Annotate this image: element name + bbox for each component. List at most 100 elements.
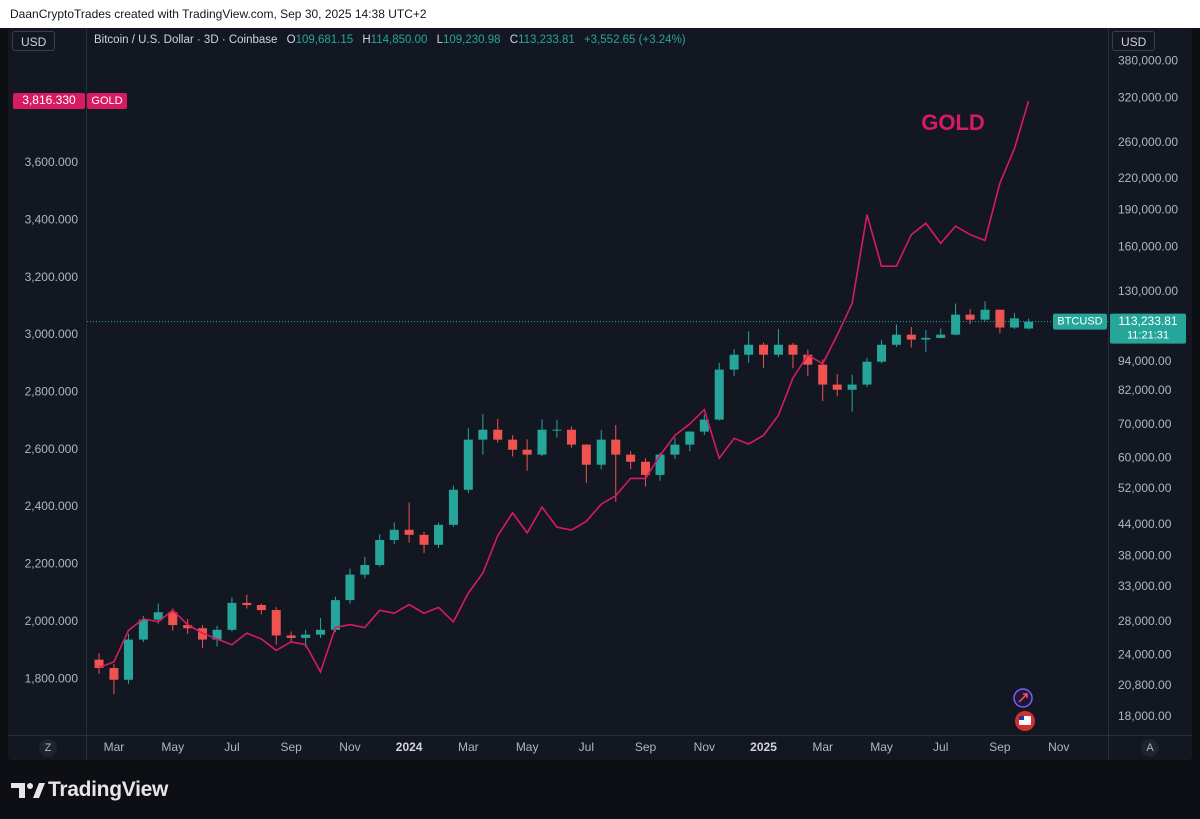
- candle-body: [818, 364, 828, 385]
- x-tick-label: Nov: [694, 740, 715, 754]
- y-tick-label: 3,000.000: [25, 327, 79, 341]
- candle-body: [463, 439, 473, 490]
- candle-body: [168, 612, 178, 626]
- x-tick-label: 2024: [396, 740, 423, 754]
- candle-body: [493, 429, 503, 440]
- last-price-label: 113,233.81: [1118, 314, 1177, 328]
- legend-key: H: [362, 34, 371, 46]
- candle-body: [699, 419, 709, 432]
- x-tick-label: May: [161, 740, 184, 754]
- ticks: 1,800.000 2,000.000 2,200.000 2,400.000 2,60…: [25, 54, 1179, 755]
- y2-tick-label: 94,000.00: [1118, 354, 1172, 368]
- candle-body: [345, 574, 355, 601]
- series-name-box: [1053, 313, 1107, 330]
- price-labels: BTCUSD 113,233.81 11:21:31 3,816.330 GOLD: [13, 93, 1186, 344]
- candle-body: [183, 625, 193, 629]
- candle-body: [316, 629, 326, 635]
- legend-key: O: [286, 34, 296, 46]
- x-tick-label: 2025: [750, 740, 777, 754]
- plot-area: [87, 100, 1108, 695]
- candle-body: [685, 431, 695, 445]
- candle-body: [552, 429, 562, 431]
- y-tick-label: 3,400.000: [25, 213, 79, 227]
- candle-body: [537, 429, 547, 455]
- candle-body: [641, 461, 651, 475]
- candle-body: [360, 565, 370, 575]
- timezone-button-label[interactable]: Z: [45, 742, 52, 754]
- candle-body: [906, 334, 916, 340]
- y-tick-label: 2,200.000: [25, 557, 79, 571]
- currency-right[interactable]: USD: [1112, 31, 1156, 51]
- candle-body: [419, 534, 429, 545]
- candle-body: [1009, 318, 1019, 328]
- candle-body: [803, 354, 813, 365]
- candle-body: [404, 529, 414, 535]
- candle-body: [508, 439, 518, 450]
- x-tick-label: May: [516, 740, 539, 754]
- y2-tick-label: 130,000.00: [1118, 284, 1178, 298]
- x-tick-label: Mar: [458, 740, 479, 754]
- y2-tick-label: 380,000.00: [1118, 54, 1178, 68]
- x-tick-label: Nov: [1048, 740, 1069, 754]
- candle-body: [153, 612, 163, 620]
- candle-body: [847, 384, 857, 390]
- y-tick-label: 3,600.000: [25, 155, 79, 169]
- candle-body: [1024, 321, 1034, 329]
- timezone-button[interactable]: [39, 739, 57, 757]
- candle-body: [434, 524, 444, 545]
- candle-body: [729, 354, 739, 370]
- line-series: [98, 100, 1030, 674]
- candle-body: [773, 344, 783, 355]
- chart-panel: [8, 28, 1192, 760]
- attribution: DaanCryptoTrades created with TradingVie…: [0, 0, 1200, 28]
- x-tick-label: Jul: [579, 740, 594, 754]
- candle-body: [212, 629, 222, 640]
- last-value-label: 3,816.330: [22, 93, 76, 107]
- logo-slash: [33, 783, 45, 798]
- candle-body: [759, 344, 769, 355]
- candle-body: [891, 334, 901, 345]
- y2-tick-label: 260,000.00: [1118, 135, 1178, 149]
- candle-body: [596, 439, 606, 465]
- candle-body: [522, 449, 532, 455]
- legend-value: 109,230.98: [442, 34, 501, 46]
- candle-body: [109, 668, 119, 680]
- legend-value: 113,233.81: [518, 34, 575, 46]
- y-tick-label: 3,200.000: [25, 270, 79, 284]
- candle-body: [995, 309, 1005, 328]
- legend-value: 109,681.15: [295, 34, 354, 46]
- currency-left[interactable]: USD: [12, 31, 56, 51]
- candle-body: [951, 314, 961, 335]
- candle-body: [566, 429, 576, 445]
- auto-scale-button[interactable]: [1141, 739, 1159, 757]
- candle-body: [744, 344, 754, 355]
- y2-tick-label: 190,000.00: [1118, 203, 1178, 217]
- logo-dot: [27, 783, 33, 789]
- legend-title: Bitcoin / U.S. Dollar · 3D · Coinbase: [94, 34, 278, 46]
- candle-body: [877, 344, 887, 362]
- y2-tick-label: 28,000.00: [1118, 614, 1172, 628]
- candle-body: [123, 639, 133, 680]
- y-tick-label: 2,000.000: [25, 614, 79, 628]
- candle-body: [862, 361, 872, 385]
- y-tick-label: 2,600.000: [25, 442, 79, 456]
- y2-tick-label: 24,000.00: [1118, 647, 1172, 661]
- candle-body: [611, 439, 621, 455]
- y2-tick-label: 44,000.00: [1118, 517, 1172, 531]
- candle-body: [286, 635, 296, 638]
- y2-tick-label: 70,000.00: [1118, 417, 1172, 431]
- legend-key: L: [436, 34, 443, 46]
- y2-tick-label: 320,000.00: [1118, 91, 1178, 105]
- x-tick-label: Mar: [812, 740, 833, 754]
- series-name: BTCUSD: [1057, 316, 1102, 328]
- y-tick-label: 2,800.000: [25, 385, 79, 399]
- candle-body: [242, 602, 252, 606]
- auto-scale-button-label[interactable]: A: [1146, 742, 1154, 754]
- candle-body: [626, 454, 636, 462]
- x-tick-label: Sep: [280, 740, 302, 754]
- candle-body: [714, 369, 724, 420]
- x-tick-label: Sep: [989, 740, 1011, 754]
- x-tick-label: Sep: [635, 740, 657, 754]
